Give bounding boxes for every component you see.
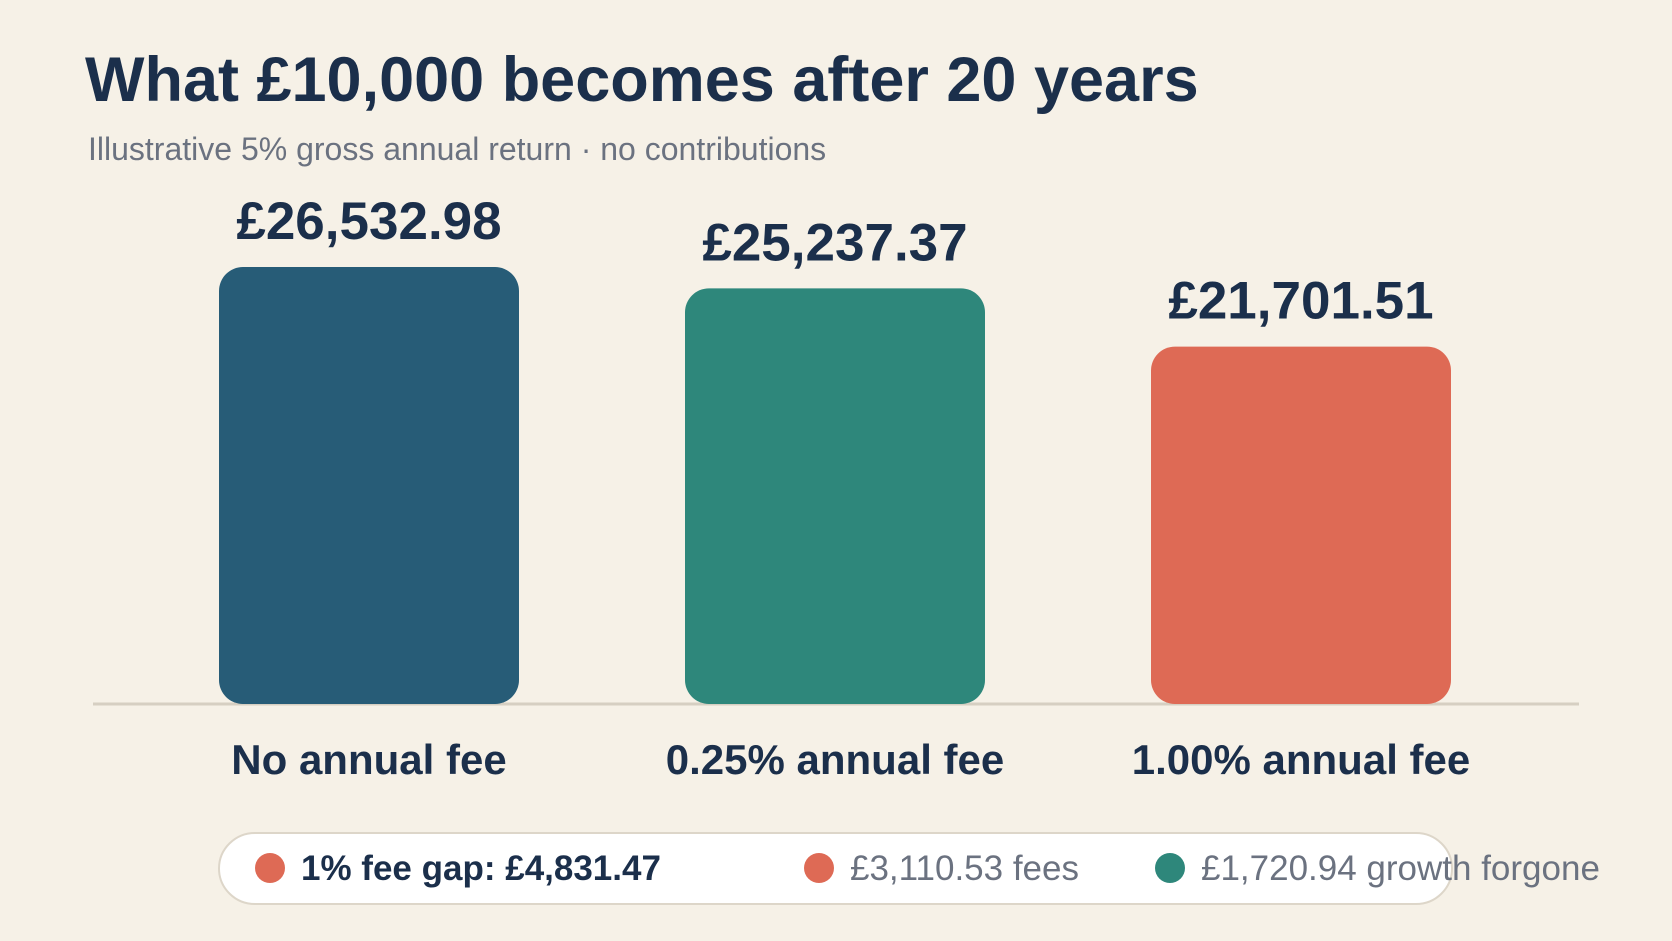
summary-item: £3,110.53 fees bbox=[850, 849, 1079, 888]
summary-item: 1% fee gap: £4,831.47 bbox=[301, 849, 661, 888]
value-label: £25,237.37 bbox=[702, 213, 967, 272]
value-label: £26,532.98 bbox=[236, 192, 501, 251]
bar bbox=[685, 288, 985, 704]
legend-dot bbox=[804, 853, 834, 883]
bar bbox=[219, 267, 519, 704]
summary-item: £1,720.94 growth forgone bbox=[1201, 849, 1600, 888]
bar bbox=[1151, 346, 1451, 704]
category-label: No annual fee bbox=[231, 736, 506, 783]
value-label: £21,701.51 bbox=[1168, 272, 1433, 331]
legend-dot bbox=[255, 853, 285, 883]
chart-title: What £10,000 becomes after 20 years bbox=[85, 45, 1199, 115]
category-label: 0.25% annual fee bbox=[666, 736, 1004, 783]
legend-dot bbox=[1155, 853, 1185, 883]
chart-subtitle: Illustrative 5% gross annual return · no… bbox=[88, 131, 826, 167]
summary-pill bbox=[218, 832, 1453, 905]
category-label: 1.00% annual fee bbox=[1132, 736, 1470, 783]
